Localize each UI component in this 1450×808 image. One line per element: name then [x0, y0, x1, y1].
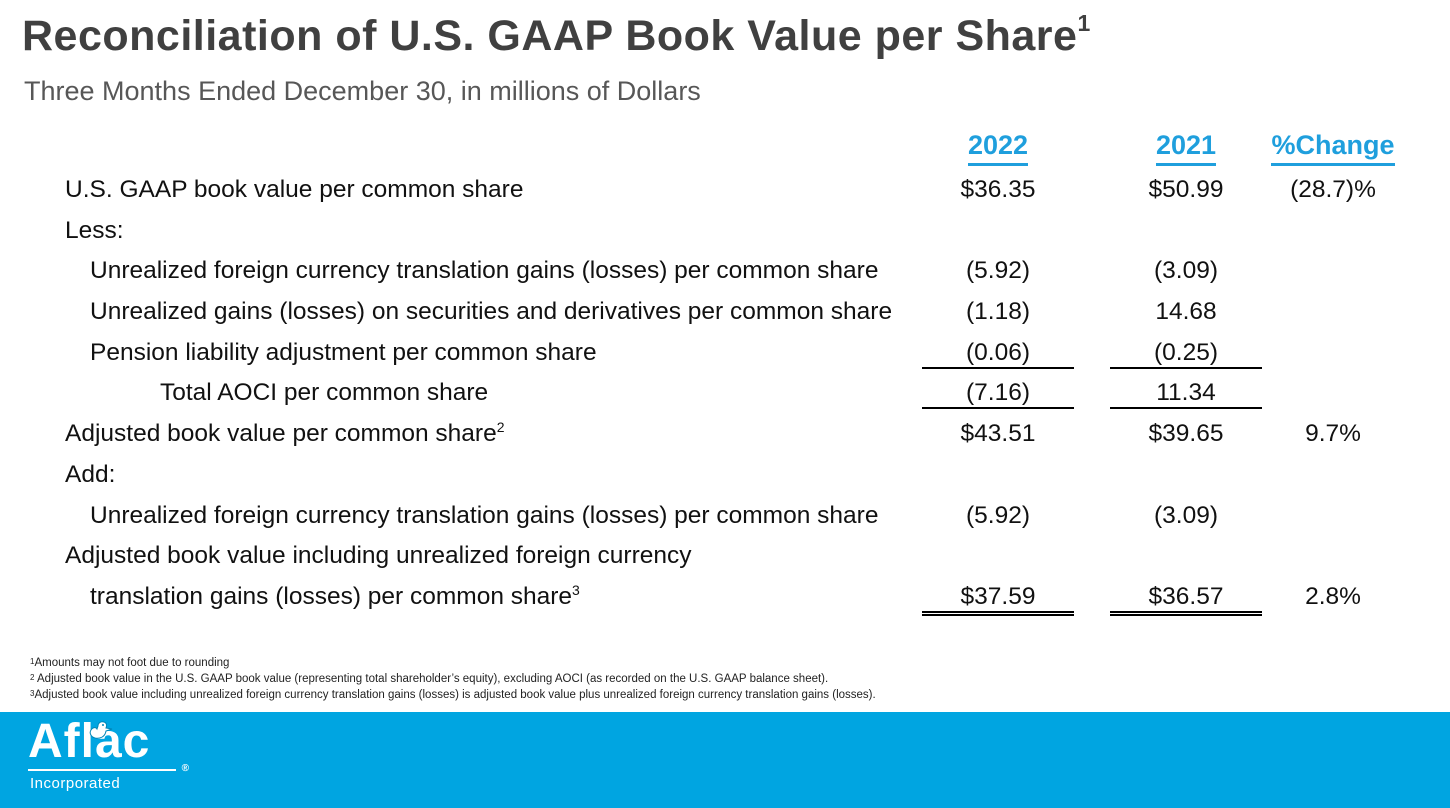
table-row: Unrealized foreign currency translation … [0, 502, 1450, 543]
footnotes: 1Amounts may not foot due to rounding 2 … [30, 656, 1230, 704]
registered-mark: ® [181, 762, 190, 774]
row-label: Pension liability adjustment per common … [90, 338, 597, 366]
row-footnote-marker: 3 [572, 581, 580, 598]
table-row: Add: [0, 461, 1450, 502]
brand-wordmark: Aflac ® [28, 715, 190, 774]
table-row: Less: [0, 217, 1450, 258]
row-label: Add: [65, 460, 116, 488]
page-title-text: Reconciliation of U.S. GAAP Book Value p… [22, 12, 1078, 60]
table-row: Unrealized foreign currency translation … [0, 257, 1450, 298]
value-2021: (3.09) [1153, 501, 1218, 529]
value-2022: $37.59 [922, 583, 1074, 616]
value-change: 2.8% [1305, 582, 1361, 610]
value-2022: $36.35 [960, 176, 1036, 203]
table-row: Adjusted book value per common share2 $4… [0, 419, 1450, 461]
row-label: Adjusted book value including unrealized… [65, 542, 692, 570]
value-2021: (3.09) [1153, 257, 1218, 285]
page-title: Reconciliation of U.S. GAAP Book Value p… [22, 10, 1091, 61]
row-label: Unrealized foreign currency translation … [90, 501, 879, 529]
row-label: translation gains (losses) per common sh… [90, 581, 580, 610]
value-2021: 14.68 [1155, 298, 1217, 326]
value-2022: (0.06) [922, 339, 1074, 369]
footnote-2: 2 Adjusted book value in the U.S. GAAP b… [30, 672, 829, 685]
row-label: Unrealized gains (losses) on securities … [90, 298, 893, 326]
value-2021: $50.99 [1148, 176, 1224, 203]
row-label: Less: [65, 216, 124, 244]
row-label: Unrealized foreign currency translation … [90, 257, 879, 285]
table-row: Pension liability adjustment per common … [0, 339, 1450, 380]
table-header-row: 2022 2021 %Change [0, 130, 1450, 176]
row-label: Total AOCI per common share [160, 379, 489, 407]
footnote-3: 3Adjusted book value including unrealize… [30, 688, 876, 701]
value-2021: $39.65 [1148, 420, 1224, 448]
footnote-1: 1Amounts may not foot due to rounding [30, 657, 230, 669]
title-footnote-marker: 1 [1077, 10, 1091, 36]
table-row: Total AOCI per common share (7.16) 11.34 [0, 379, 1450, 420]
aflac-logo: Aflac ® Incorporated [28, 715, 190, 792]
aflac-duck-icon [89, 721, 113, 739]
value-change: (28.7)% [1290, 176, 1376, 203]
value-2022: (5.92) [965, 501, 1030, 529]
row-label: Adjusted book value per common share2 [65, 419, 505, 448]
value-2022: $43.51 [960, 420, 1036, 448]
reconciliation-table: 2022 2021 %Change U.S. GAAP book value p… [0, 130, 1450, 624]
brand-tagline: Incorporated [30, 774, 121, 792]
footer-band: Aflac ® Incorporated [0, 712, 1450, 808]
column-header-change: %Change [1262, 130, 1404, 166]
value-change: 9.7% [1305, 420, 1361, 448]
table-row: Adjusted book value including unrealized… [0, 542, 1450, 583]
value-2021: (0.25) [1110, 339, 1262, 369]
value-2022: (1.18) [965, 298, 1030, 326]
table-row: translation gains (losses) per common sh… [0, 581, 1450, 624]
table-row: Unrealized gains (losses) on securities … [0, 298, 1450, 339]
value-2022: (7.16) [922, 379, 1074, 410]
row-footnote-marker: 2 [496, 419, 505, 436]
page-subtitle: Three Months Ended December 30, in milli… [24, 76, 701, 106]
brand-rule: ® [28, 763, 189, 774]
table-row: U.S. GAAP book value per common share $3… [0, 176, 1450, 217]
column-header-2022: 2022 [922, 130, 1074, 166]
value-2021: 11.34 [1110, 379, 1262, 410]
value-2021: $36.57 [1110, 583, 1262, 616]
row-label: U.S. GAAP book value per common share [65, 176, 524, 203]
column-header-2021: 2021 [1110, 130, 1262, 166]
value-2022: (5.92) [965, 257, 1030, 285]
